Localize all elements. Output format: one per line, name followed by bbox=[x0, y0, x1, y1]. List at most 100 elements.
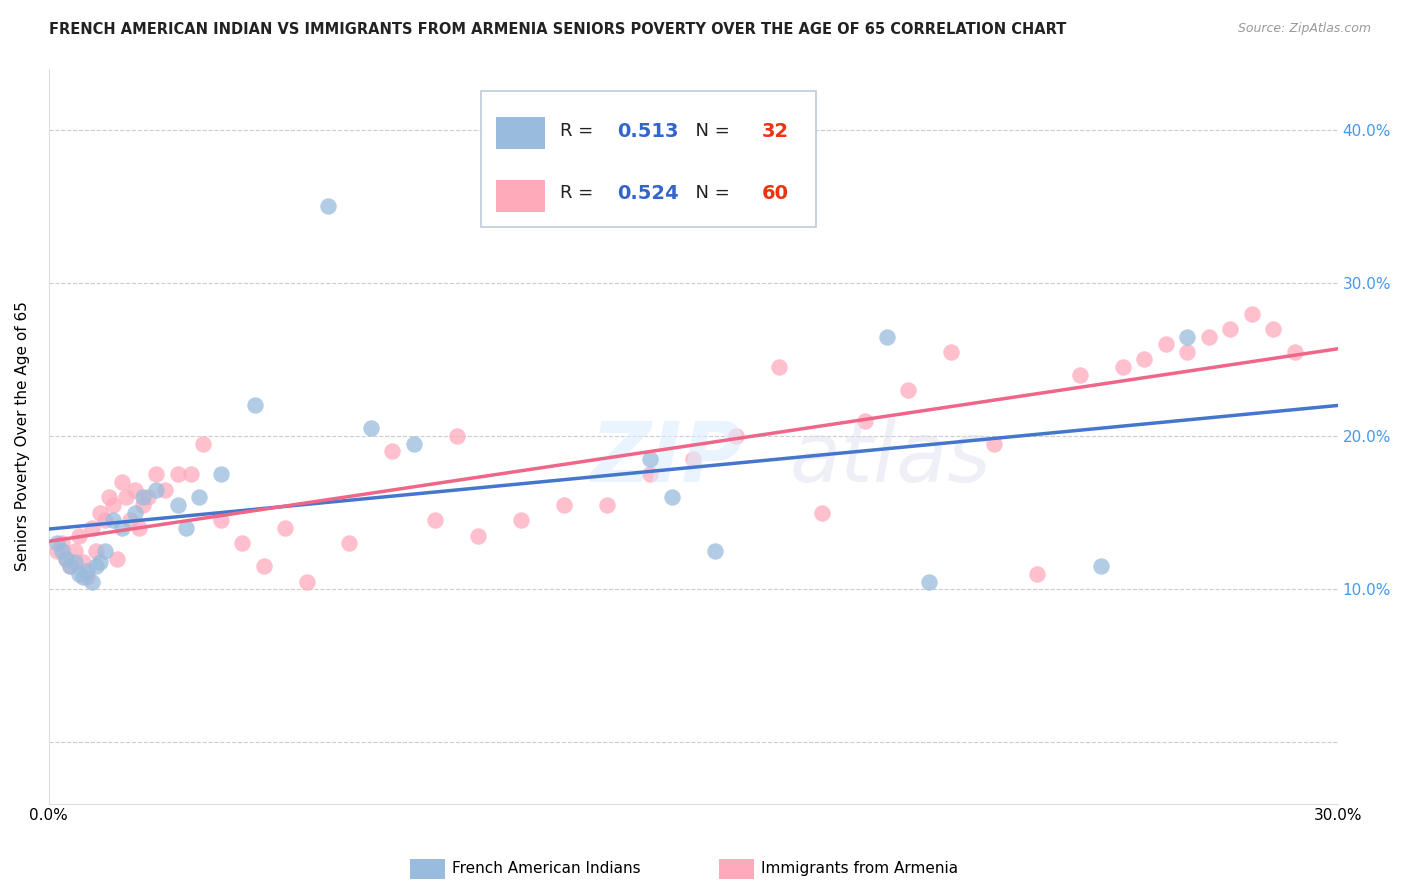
Text: atlas: atlas bbox=[790, 417, 991, 499]
Point bbox=[638, 467, 661, 482]
Point bbox=[180, 467, 202, 482]
Point bbox=[553, 498, 575, 512]
Point bbox=[89, 555, 111, 569]
Point bbox=[876, 329, 898, 343]
Point bbox=[596, 498, 619, 512]
Point bbox=[510, 513, 533, 527]
Point bbox=[1133, 352, 1156, 367]
Text: ZIP: ZIP bbox=[591, 417, 742, 499]
Point bbox=[252, 559, 274, 574]
Point bbox=[59, 559, 82, 574]
Point bbox=[72, 570, 94, 584]
Point bbox=[120, 513, 142, 527]
Point bbox=[1198, 329, 1220, 343]
FancyBboxPatch shape bbox=[496, 179, 546, 212]
Point bbox=[111, 475, 134, 489]
Point bbox=[67, 528, 90, 542]
Point bbox=[402, 436, 425, 450]
Point bbox=[243, 399, 266, 413]
Point bbox=[59, 559, 82, 574]
Point bbox=[132, 498, 155, 512]
Point bbox=[682, 452, 704, 467]
Point bbox=[1025, 566, 1047, 581]
Point bbox=[93, 544, 115, 558]
Text: Source: ZipAtlas.com: Source: ZipAtlas.com bbox=[1237, 22, 1371, 36]
Point bbox=[1284, 344, 1306, 359]
Point bbox=[811, 506, 834, 520]
Point bbox=[76, 564, 98, 578]
Point bbox=[316, 199, 339, 213]
Point bbox=[128, 521, 150, 535]
Point bbox=[76, 570, 98, 584]
Point bbox=[46, 544, 69, 558]
Point bbox=[1219, 322, 1241, 336]
FancyBboxPatch shape bbox=[481, 91, 815, 227]
Point bbox=[853, 414, 876, 428]
Point bbox=[145, 467, 167, 482]
Point bbox=[132, 491, 155, 505]
Point bbox=[661, 491, 683, 505]
Point bbox=[188, 491, 211, 505]
Point bbox=[63, 544, 86, 558]
Point bbox=[72, 555, 94, 569]
Text: FRENCH AMERICAN INDIAN VS IMMIGRANTS FROM ARMENIA SENIORS POVERTY OVER THE AGE O: FRENCH AMERICAN INDIAN VS IMMIGRANTS FRO… bbox=[49, 22, 1067, 37]
Text: R =: R = bbox=[561, 122, 599, 140]
Point bbox=[703, 544, 725, 558]
Point bbox=[51, 536, 73, 550]
Point bbox=[918, 574, 941, 589]
Point bbox=[124, 506, 146, 520]
Point bbox=[46, 536, 69, 550]
Point bbox=[1154, 337, 1177, 351]
Point bbox=[339, 536, 361, 550]
Y-axis label: Seniors Poverty Over the Age of 65: Seniors Poverty Over the Age of 65 bbox=[15, 301, 30, 571]
Point bbox=[983, 436, 1005, 450]
Point bbox=[145, 483, 167, 497]
Point bbox=[84, 559, 107, 574]
Point bbox=[939, 344, 962, 359]
FancyBboxPatch shape bbox=[496, 117, 546, 149]
Point bbox=[446, 429, 468, 443]
Point bbox=[67, 566, 90, 581]
Point bbox=[55, 551, 77, 566]
Point bbox=[209, 513, 232, 527]
Point bbox=[115, 491, 138, 505]
Point bbox=[897, 383, 920, 397]
Point bbox=[1090, 559, 1112, 574]
Point bbox=[153, 483, 176, 497]
Point bbox=[111, 521, 134, 535]
Point bbox=[1175, 329, 1198, 343]
Text: 60: 60 bbox=[762, 184, 789, 203]
Point bbox=[725, 429, 748, 443]
Point bbox=[136, 491, 159, 505]
Point bbox=[638, 452, 661, 467]
Point bbox=[193, 436, 215, 450]
Point bbox=[1069, 368, 1091, 382]
Point bbox=[1175, 344, 1198, 359]
Point bbox=[55, 551, 77, 566]
Point bbox=[231, 536, 253, 550]
Point bbox=[425, 513, 447, 527]
Text: 0.524: 0.524 bbox=[617, 184, 679, 203]
Point bbox=[166, 467, 188, 482]
Point bbox=[93, 513, 115, 527]
Point bbox=[103, 513, 125, 527]
Point bbox=[51, 544, 73, 558]
Point bbox=[174, 521, 197, 535]
Point bbox=[89, 506, 111, 520]
Text: Immigrants from Armenia: Immigrants from Armenia bbox=[761, 862, 959, 876]
Point bbox=[166, 498, 188, 512]
Point bbox=[1240, 307, 1263, 321]
Point bbox=[274, 521, 297, 535]
Text: R =: R = bbox=[561, 185, 599, 202]
Point bbox=[1112, 360, 1135, 375]
Point bbox=[381, 444, 404, 458]
Point bbox=[124, 483, 146, 497]
Point bbox=[80, 574, 103, 589]
Point bbox=[295, 574, 318, 589]
Text: N =: N = bbox=[685, 122, 735, 140]
Point bbox=[1263, 322, 1285, 336]
Point bbox=[209, 467, 232, 482]
Point bbox=[467, 528, 489, 542]
Text: French American Indians: French American Indians bbox=[451, 862, 641, 876]
Point bbox=[103, 498, 125, 512]
